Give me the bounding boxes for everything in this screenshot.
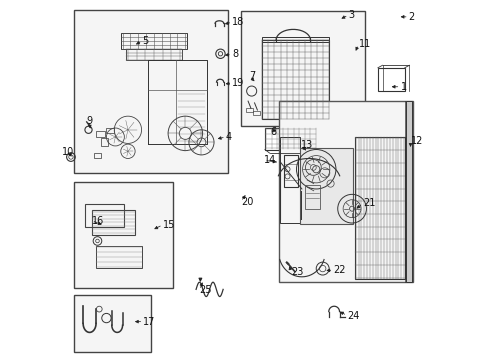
Text: 8: 8 <box>231 49 238 59</box>
Bar <box>74 10 228 173</box>
Text: 12: 12 <box>410 136 422 145</box>
Text: 14: 14 <box>264 155 276 165</box>
Bar <box>106 128 114 134</box>
Text: 17: 17 <box>143 317 156 327</box>
Bar <box>354 137 405 279</box>
Text: 7: 7 <box>249 71 255 81</box>
Bar <box>280 137 300 223</box>
Text: 23: 23 <box>290 267 303 277</box>
Text: 2: 2 <box>408 12 414 22</box>
Bar <box>405 101 411 282</box>
Text: 4: 4 <box>225 132 231 142</box>
Text: 3: 3 <box>348 10 354 20</box>
Text: 5: 5 <box>142 36 148 46</box>
Bar <box>126 49 182 60</box>
Bar <box>261 40 329 119</box>
Text: 11: 11 <box>358 40 370 49</box>
Bar <box>74 295 151 352</box>
Text: 1: 1 <box>400 82 406 92</box>
Bar <box>305 185 319 209</box>
Bar <box>96 246 142 268</box>
Bar <box>101 138 107 146</box>
Text: 22: 22 <box>333 265 345 275</box>
Bar <box>253 111 260 116</box>
Text: 20: 20 <box>241 197 253 207</box>
Text: 13: 13 <box>301 140 313 150</box>
Text: 24: 24 <box>346 311 359 320</box>
Text: 18: 18 <box>232 17 244 27</box>
Text: 15: 15 <box>163 220 175 230</box>
Bar <box>278 101 412 282</box>
Bar <box>284 155 298 187</box>
Bar <box>74 182 172 288</box>
Bar <box>94 153 101 158</box>
Bar <box>261 37 329 42</box>
Bar <box>246 108 252 112</box>
Text: 16: 16 <box>92 216 104 225</box>
Text: 9: 9 <box>86 116 92 126</box>
Bar <box>96 131 104 137</box>
Text: 21: 21 <box>362 198 374 208</box>
Bar <box>241 12 364 126</box>
Bar <box>377 68 404 91</box>
Bar <box>92 210 135 234</box>
Bar <box>121 33 187 49</box>
Bar <box>85 204 124 227</box>
Text: 25: 25 <box>199 285 212 295</box>
Text: 19: 19 <box>232 78 244 88</box>
Bar <box>264 128 316 149</box>
Bar <box>300 148 352 224</box>
Text: 10: 10 <box>62 147 74 157</box>
Text: 6: 6 <box>269 127 276 136</box>
